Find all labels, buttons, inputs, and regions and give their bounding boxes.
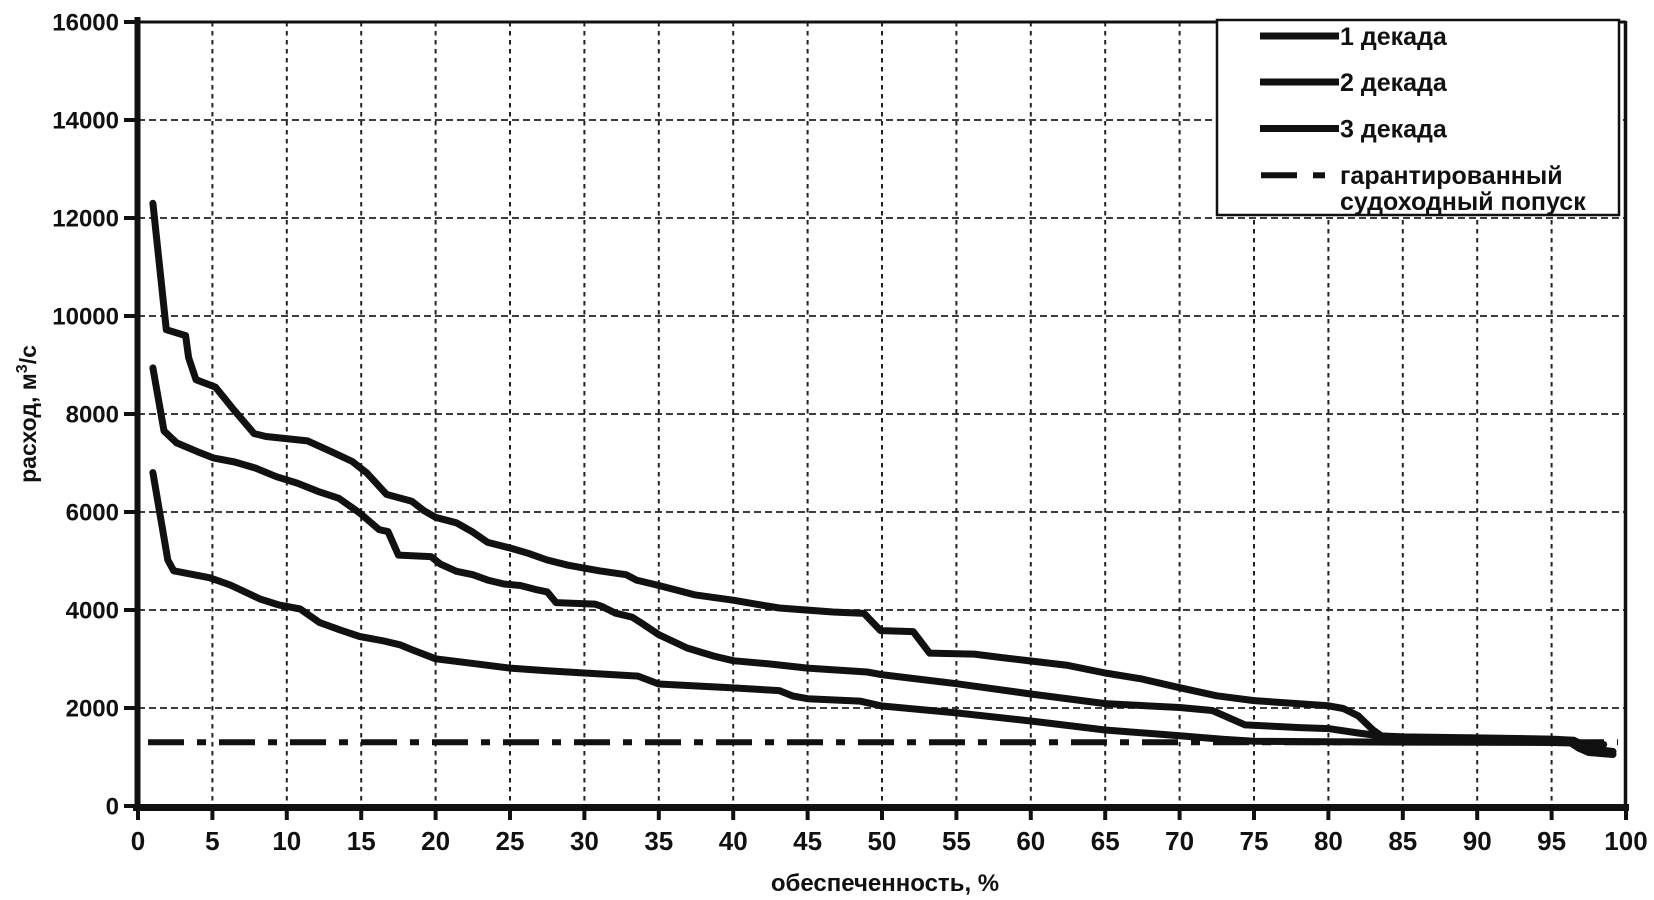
svg-text:обеспеченность, %: обеспеченность, % — [771, 870, 999, 897]
svg-text:10000: 10000 — [52, 304, 119, 331]
svg-text:75: 75 — [1240, 826, 1269, 856]
svg-text:0: 0 — [131, 826, 145, 856]
svg-text:30: 30 — [570, 826, 599, 856]
svg-text:35: 35 — [644, 826, 673, 856]
svg-text:65: 65 — [1091, 826, 1120, 856]
svg-text:гарантированный: гарантированный — [1340, 162, 1563, 190]
svg-text:1 декада: 1 декада — [1340, 23, 1448, 51]
svg-text:40: 40 — [719, 826, 748, 856]
svg-text:8000: 8000 — [66, 402, 119, 429]
svg-text:20: 20 — [421, 826, 450, 856]
svg-text:25: 25 — [496, 826, 525, 856]
svg-text:100: 100 — [1604, 826, 1647, 856]
svg-text:16000: 16000 — [52, 10, 119, 37]
svg-text:3 декада: 3 декада — [1340, 116, 1448, 144]
svg-text:5: 5 — [205, 826, 219, 856]
svg-text:15: 15 — [347, 826, 376, 856]
svg-text:80: 80 — [1314, 826, 1343, 856]
svg-text:45: 45 — [793, 826, 822, 856]
svg-text:10: 10 — [272, 826, 301, 856]
svg-text:90: 90 — [1463, 826, 1492, 856]
svg-text:95: 95 — [1537, 826, 1566, 856]
svg-text:6000: 6000 — [66, 500, 119, 527]
svg-text:85: 85 — [1388, 826, 1417, 856]
svg-text:60: 60 — [1016, 826, 1045, 856]
svg-text:4000: 4000 — [66, 598, 119, 625]
svg-text:2 декада: 2 декада — [1340, 69, 1448, 97]
svg-text:2000: 2000 — [66, 696, 119, 723]
svg-text:50: 50 — [868, 826, 897, 856]
svg-text:55: 55 — [942, 826, 971, 856]
svg-text:0: 0 — [106, 794, 119, 821]
svg-text:70: 70 — [1165, 826, 1194, 856]
svg-text:судоходный попуск: судоходный попуск — [1340, 188, 1586, 216]
svg-text:14000: 14000 — [52, 108, 119, 135]
svg-text:12000: 12000 — [52, 206, 119, 233]
